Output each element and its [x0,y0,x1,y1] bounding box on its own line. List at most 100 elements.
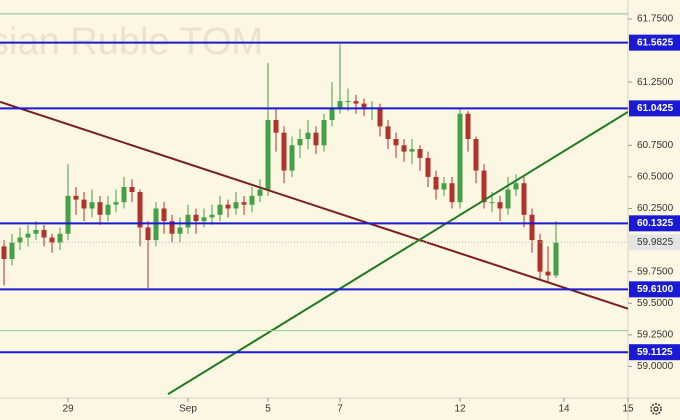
candle-body [313,132,319,146]
y-tick-label: 59.7500 [637,266,674,277]
candle-body [9,242,15,260]
level-label: 61.5625 [637,37,674,48]
candle-body [457,113,463,203]
y-tick-label: 59.0000 [637,361,674,372]
candle-body [521,183,527,215]
candle-body [449,183,455,203]
price-label-box [629,234,680,251]
candle-body [57,233,63,243]
level-label-box [629,100,680,117]
y-tick-label: 61.7500 [637,14,674,25]
candle-body [145,227,151,241]
candle-body [209,214,215,218]
level-label: 59.1125 [637,347,673,358]
candle-body [345,101,351,103]
candle-body [89,202,95,209]
y-tick-label: 60.2500 [637,203,674,214]
candle-body [289,145,295,171]
candle-body [105,204,111,215]
candle-body [361,103,367,108]
candle-body [129,186,135,193]
candle-body [281,132,287,171]
candle-body [241,202,247,205]
candle-body [73,195,79,200]
candle-body [161,208,167,222]
gear-hub [653,406,659,412]
candle-body [41,229,47,238]
x-tick-label: 14 [558,404,570,415]
candle-body [121,186,127,203]
candle-body [137,192,143,228]
candle-body [49,237,55,243]
candle-body [553,242,559,276]
candle-body [225,204,231,209]
x-tick-label: 12 [454,404,466,415]
price-label: 59.9825 [637,237,674,248]
x-tick-label: 5 [265,404,271,415]
candle-body [481,170,487,203]
candle-body [401,145,407,152]
candle-body [393,138,399,146]
candle-body [305,132,311,139]
candle-body [433,176,439,190]
y-tick-label: 61.2500 [637,77,674,88]
y-tick-label: 60.7500 [637,140,674,151]
candle-body [33,229,39,234]
candle-body [273,120,279,133]
candle-body [513,183,519,190]
candle-body [489,202,495,204]
level-label: 59.6100 [637,284,674,295]
x-tick-label: 7 [337,404,343,415]
candle-body [385,126,391,139]
candle-body [497,202,503,209]
candle-body [297,138,303,146]
trend-line [0,100,628,310]
candle-body [1,246,7,260]
x-tick-label: Sep [179,404,197,415]
candle-body [537,240,543,272]
candle-body [65,195,71,234]
candle-body [377,107,383,127]
y-tick-label: 60.5000 [637,172,674,183]
candle-body [97,202,103,215]
candle-body [177,227,183,234]
candle-body [217,204,223,215]
candle-body [473,138,479,171]
y-tick-label: 59.2500 [637,329,674,340]
candle-body [233,202,239,209]
level-label: 61.0425 [637,103,674,114]
candle-body [169,221,175,234]
candle-body [353,101,359,104]
candle-body [185,214,191,228]
candle-body [409,149,415,152]
candle-body [321,120,327,146]
candle-body [17,237,23,243]
level-label-box [629,344,680,361]
candle-body [417,149,423,158]
candle-body [113,202,119,205]
candle-body [81,199,87,209]
level-label-box [629,281,680,298]
candle-body [329,107,335,121]
trend-line [167,110,628,396]
candle-body [201,217,207,222]
settings-icon[interactable] [650,403,662,415]
candle-body [25,233,31,238]
y-tick-label: 59.5000 [637,298,674,309]
level-label-box [629,215,680,232]
x-tick-label: 29 [62,404,74,415]
candle-body [465,113,471,139]
candle-body [545,271,551,276]
level-label-box [629,34,680,51]
gear [650,403,662,415]
candle-body [337,101,343,108]
candle-body [441,183,447,190]
candle-body [425,157,431,177]
x-tick-label: 15 [622,404,634,415]
level-label: 60.1325 [637,218,674,229]
candle-body [257,189,263,196]
candle-body [193,214,199,222]
plot-area [0,44,628,396]
candle-body [505,189,511,209]
